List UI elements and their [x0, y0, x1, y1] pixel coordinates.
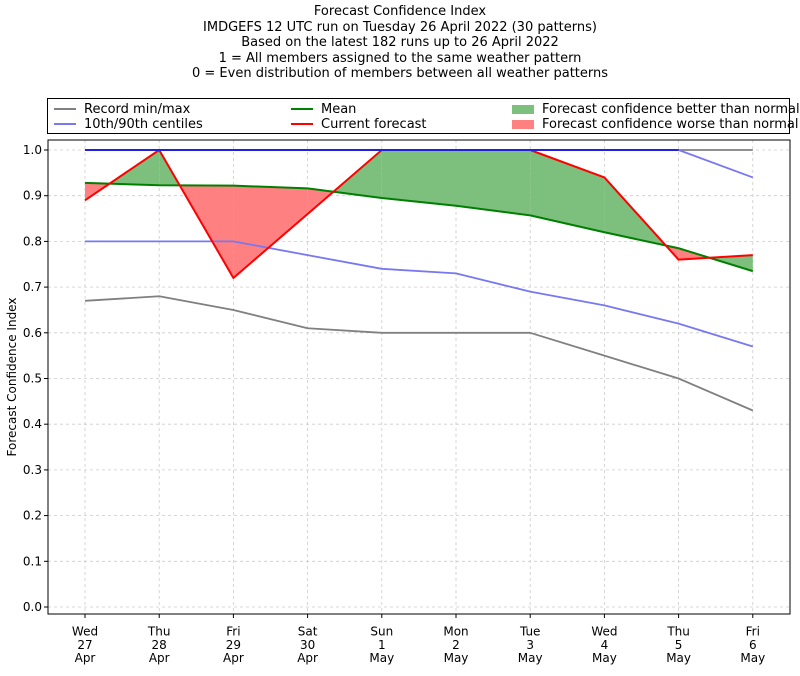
x-tick-label-line: 1 [378, 638, 386, 652]
legend-swatch-worse [512, 119, 534, 129]
y-tick-label: 0.7 [23, 280, 42, 294]
x-tick-label-line: 28 [152, 638, 167, 652]
x-tick-label-line: Sat [298, 625, 318, 639]
chart-subtitle-basis: Based on the latest 182 runs up to 26 Ap… [241, 35, 559, 51]
series-line-record-min [84, 295, 754, 412]
chart-legend: Record min/max 10th/90th centiles Mean C… [47, 98, 800, 134]
x-tick-label: Fri 29 Apr [223, 625, 244, 665]
chart-title: Forecast Confidence Index [313, 4, 487, 19]
legend-item-centiles: 10th/90th centiles [54, 116, 203, 132]
legend-item-worse: Forecast confidence worse than normal [512, 116, 799, 132]
legend-label-mean: Mean [321, 101, 357, 117]
x-tick-label: Wed 4 May [591, 625, 617, 665]
y-axis-label: Forecast Confidence Index [5, 298, 19, 457]
y-tick-label: 1.0 [23, 143, 42, 157]
x-tick-label-line: Wed [591, 625, 617, 639]
x-tick-label-line: Mon [443, 625, 468, 639]
x-tick-label-line: May [518, 651, 543, 665]
line-layer [84, 149, 754, 412]
fill-better-than-normal [333, 150, 382, 198]
x-tick-label-line: May [369, 651, 394, 665]
x-tick-label-line: 30 [300, 638, 315, 652]
legend-label-current: Current forecast [321, 116, 427, 132]
legend-swatch-centiles [54, 123, 76, 125]
x-tick-label: Wed 27 Apr [72, 625, 98, 665]
fill-layer [85, 150, 753, 278]
y-tick-label: 0.5 [23, 372, 42, 386]
legend-label-record: Record min/max [84, 101, 191, 117]
chart-title-block: Forecast Confidence Index IMDGEFS 12 UTC… [0, 4, 800, 82]
series-line-mean [84, 181, 754, 273]
legend-item-record: Record min/max [54, 101, 190, 117]
y-tick-label: 0.2 [23, 509, 42, 523]
x-tick-label-line: May [740, 651, 765, 665]
legend-swatch-record [54, 108, 76, 110]
grid-layer [48, 140, 790, 614]
y-tick-label: 0.9 [23, 189, 42, 203]
fill-worse-than-normal [233, 185, 308, 278]
y-tick-label: 0.4 [23, 417, 42, 431]
chart-subtitle-scale-max: 1 = All members assigned to the same wea… [218, 50, 582, 66]
y-tick-label: 0.6 [23, 326, 42, 340]
x-tick-label-line: 2 [452, 638, 460, 652]
y-tick-label: 0.0 [23, 600, 42, 614]
chart-subtitle-scale-min: 0 = Even distribution of members between… [191, 66, 609, 82]
chart-subtitle-run: IMDGEFS 12 UTC run on Tuesday 26 April 2… [203, 19, 597, 35]
fill-better-than-normal [381, 150, 456, 206]
x-tick-label-line: Apr [297, 651, 318, 665]
x-tick-label: Thu 5 May [666, 625, 691, 665]
x-tick-label-line: May [444, 651, 469, 665]
legend-label-centiles: 10th/90th centiles [84, 116, 203, 132]
y-tick-label: 0.3 [23, 463, 42, 477]
legend-item-current: Current forecast [291, 116, 427, 132]
x-tick-label: Sat 30 Apr [297, 625, 318, 665]
y-tick-layer: 0.0 0.1 0.2 0.3 0.4 0.5 0.6 0.7 0.8 0.9 1.0 [23, 143, 48, 614]
x-tick-label-line: 29 [226, 638, 241, 652]
x-tick-label-line: May [592, 651, 617, 665]
legend-swatch-current [291, 123, 313, 125]
x-tick-label-line: 6 [749, 638, 757, 652]
x-tick-label-line: 3 [526, 638, 534, 652]
x-tick-label: Thu 28 Apr [147, 625, 171, 665]
fill-better-than-normal [530, 150, 605, 233]
legend-swatch-mean [291, 108, 313, 110]
x-tick-label-line: Fri [226, 625, 240, 639]
x-tick-label-line: Fri [746, 625, 760, 639]
legend-item-mean: Mean [291, 101, 356, 117]
legend-label-worse: Forecast confidence worse than normal [542, 116, 799, 132]
x-tick-label-line: 4 [601, 638, 609, 652]
x-tick-label-line: Tue [519, 625, 541, 639]
fill-better-than-normal [456, 150, 531, 216]
x-tick-label-line: Apr [75, 651, 96, 665]
series-line-p10 [85, 240, 754, 348]
x-tick-label-line: May [666, 651, 691, 665]
x-tick-label-line: Thu [147, 625, 171, 639]
legend-swatch-better [512, 104, 534, 114]
x-tick-label-line: Wed [72, 625, 98, 639]
x-tick-label-line: Apr [149, 651, 170, 665]
x-tick-label-line: Sun [370, 625, 393, 639]
legend-label-better: Forecast confidence better than normal [542, 101, 800, 117]
plot-frame [47, 139, 791, 615]
x-tick-label: Mon 2 May [443, 625, 468, 665]
y-tick-label: 0.8 [23, 234, 42, 248]
x-tick-label-line: Thu [666, 625, 690, 639]
x-tick-label-line: 5 [675, 638, 683, 652]
x-tick-label-line: 27 [77, 638, 92, 652]
x-tick-label: Tue 3 May [518, 625, 543, 665]
x-tick-label: Sun 1 May [369, 625, 394, 665]
legend-item-better: Forecast confidence better than normal [512, 101, 800, 117]
x-tick-label: Fri 6 May [740, 625, 765, 665]
x-tick-label-line: Apr [223, 651, 244, 665]
y-tick-label: 0.1 [23, 554, 42, 568]
